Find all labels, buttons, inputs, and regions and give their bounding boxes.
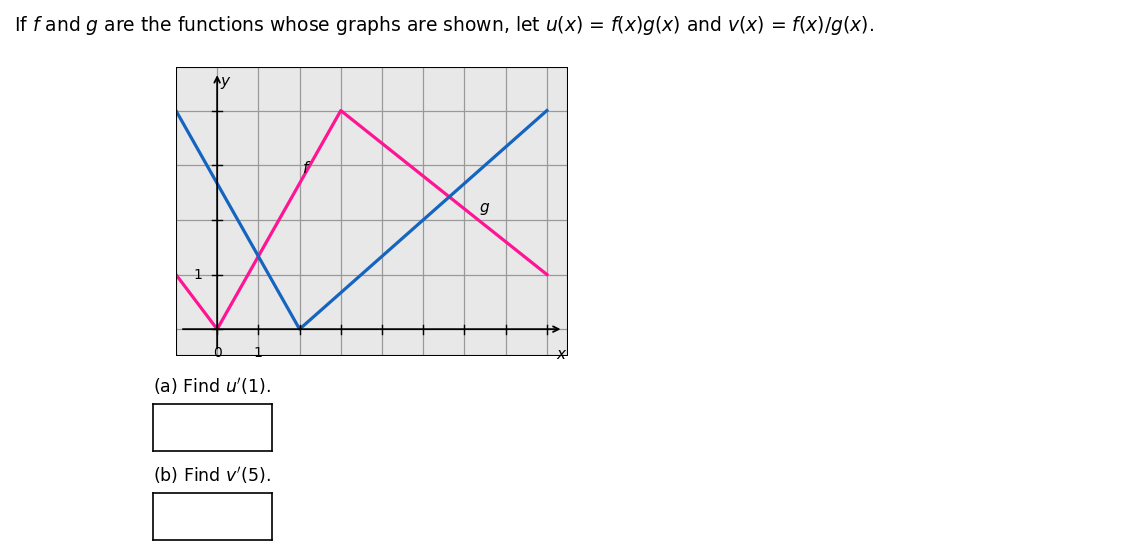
Text: 1: 1 [254, 345, 263, 360]
Text: 1: 1 [194, 267, 203, 281]
Text: $y$: $y$ [220, 75, 232, 91]
Text: $x$: $x$ [555, 346, 568, 361]
Text: $g$: $g$ [479, 201, 490, 217]
Text: (b) Find $v'(5)$.: (b) Find $v'(5)$. [153, 465, 271, 486]
Text: $f$: $f$ [302, 160, 311, 177]
Text: If $f$ and $g$ are the functions whose graphs are shown, let $u$($x$) = $f$($x$): If $f$ and $g$ are the functions whose g… [14, 14, 874, 37]
Text: (a) Find $u'(1)$.: (a) Find $u'(1)$. [153, 376, 271, 397]
Text: 0: 0 [212, 345, 221, 360]
